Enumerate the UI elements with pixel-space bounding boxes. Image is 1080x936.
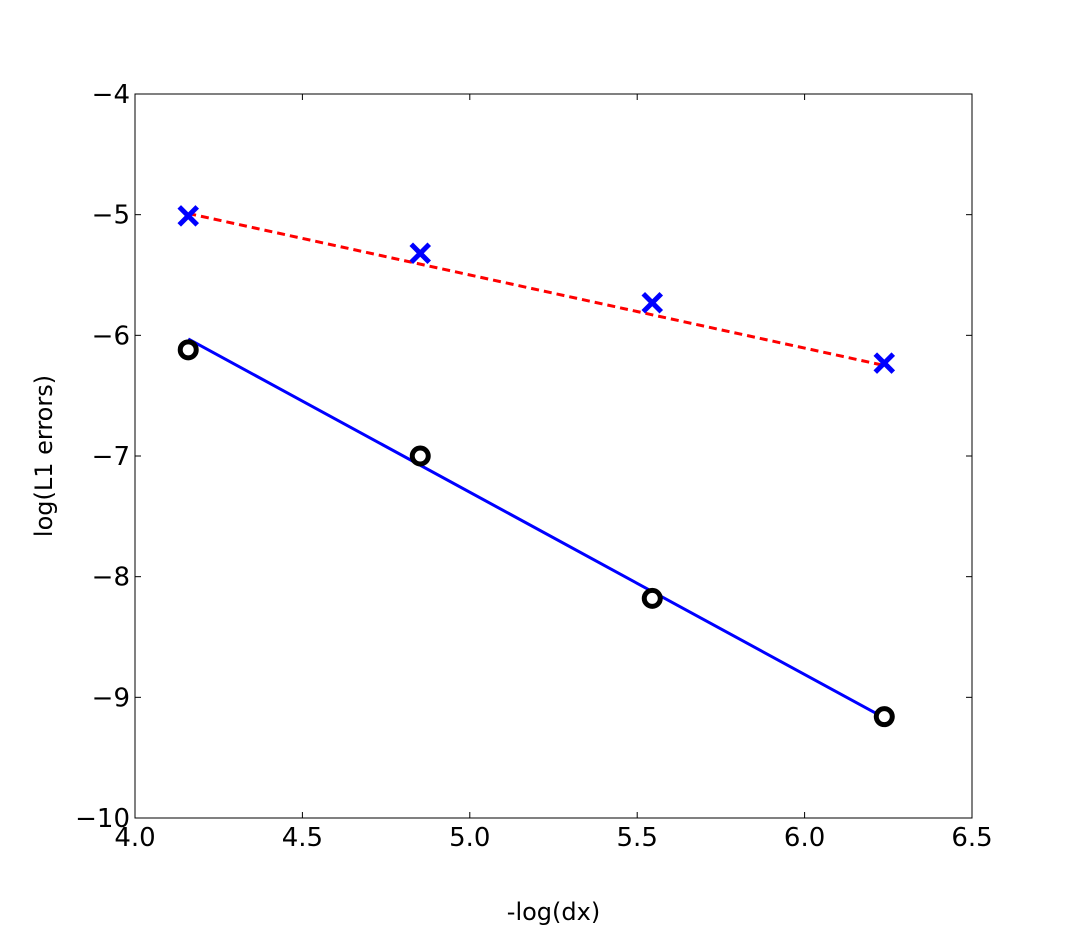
x-marker-stroke [873,352,896,374]
y-tick-label: −6 [92,321,130,351]
x-marker-point [409,242,432,265]
x-tick-label: 4.0 [114,823,155,853]
series-line-3 [187,337,885,720]
circle-marker-point [177,339,199,361]
x-marker-point [177,205,200,227]
y-tick-label: −10 [75,804,130,834]
x-tick-label: 5.0 [449,823,490,853]
series-line-1 [187,211,885,367]
x-marker-point [641,291,664,314]
y-axis-label: log(L1 errors) [30,375,58,537]
y-tick-label: −8 [92,563,130,593]
circle-marker-point [409,445,431,467]
x-tick-label: 4.5 [282,823,323,853]
x-axis-label: -log(dx) [507,898,600,926]
x-tick-label: 6.0 [784,823,825,853]
circle-marker-point [641,587,663,609]
x-marker-point [873,352,896,374]
y-tick-label: −9 [92,683,130,713]
x-marker-stroke [177,205,200,227]
circle-marker-point [873,706,895,728]
x-marker-stroke [409,242,432,265]
y-tick-label: −7 [92,442,130,472]
y-tick-label: −5 [92,201,130,231]
ticks-layer: 4.0 4.5 5.0 5.5 6.0 6.5 −10 −9 −8 −7 −6 −5 −4 [75,80,993,853]
x-tick-label: 5.5 [617,823,658,853]
x-marker-stroke [641,291,664,314]
plot-layer [177,205,896,728]
x-tick-label: 6.5 [951,823,992,853]
y-tick-label: −4 [92,80,130,110]
